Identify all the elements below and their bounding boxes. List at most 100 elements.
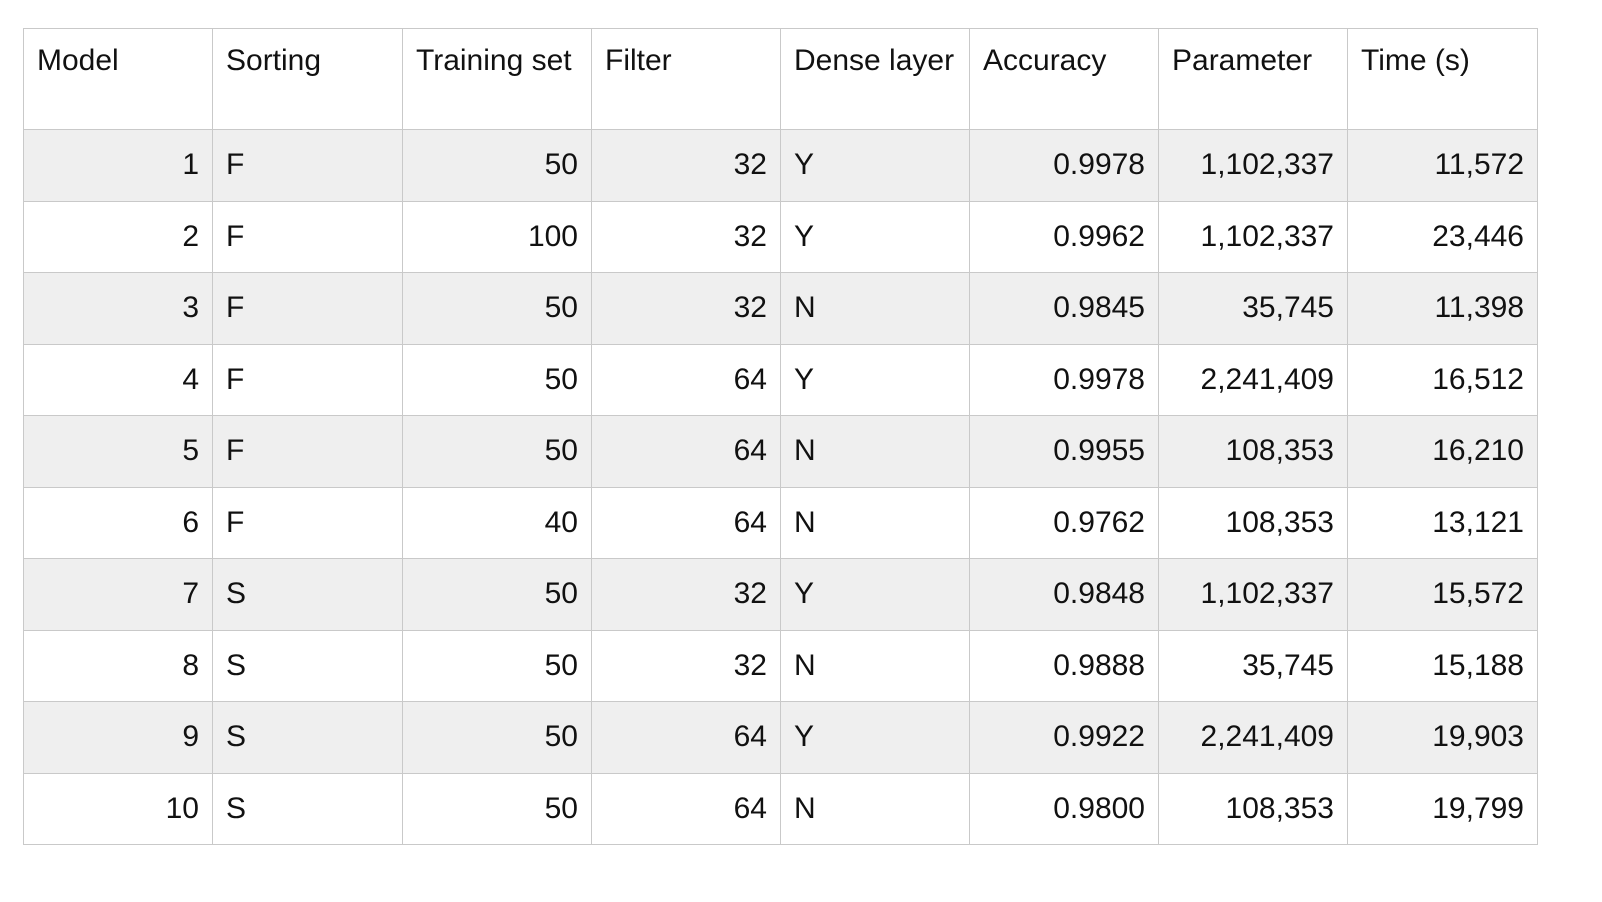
cell-parameter: 1,102,337: [1158, 558, 1348, 631]
header-parameter: Parameter: [1158, 28, 1348, 130]
header-row: Model Sorting Training set Filter Dense …: [23, 28, 1538, 130]
cell-dense-layer: N: [780, 415, 970, 488]
cell-time: 19,799: [1347, 772, 1538, 845]
cell-parameter: 1,102,337: [1158, 200, 1348, 273]
cell-sorting: S: [212, 558, 403, 631]
cell-filter: 32: [591, 629, 781, 702]
cell-filter: 64: [591, 772, 781, 845]
cell-accuracy: 0.9848: [969, 558, 1159, 631]
cell-model: 10: [23, 772, 213, 845]
cell-sorting: S: [212, 701, 403, 774]
cell-model: 6: [23, 486, 213, 559]
header-training-set: Training set: [402, 28, 592, 130]
cell-training-set: 50: [402, 343, 592, 416]
cell-time: 16,512: [1347, 343, 1538, 416]
cell-model: 1: [23, 129, 213, 202]
header-filter: Filter: [591, 28, 781, 130]
cell-parameter: 108,353: [1158, 415, 1348, 488]
cell-dense-layer: Y: [780, 129, 970, 202]
cell-time: 15,572: [1347, 558, 1538, 631]
cell-parameter: 108,353: [1158, 772, 1348, 845]
cell-parameter: 2,241,409: [1158, 701, 1348, 774]
cell-accuracy: 0.9978: [969, 343, 1159, 416]
cell-time: 16,210: [1347, 415, 1538, 488]
cell-training-set: 50: [402, 558, 592, 631]
cell-time: 11,398: [1347, 272, 1538, 345]
table-row: 6 F 40 64 N 0.9762 108,353 13,121: [23, 486, 1538, 559]
header-time: Time (s): [1347, 28, 1538, 130]
cell-accuracy: 0.9922: [969, 701, 1159, 774]
cell-sorting: S: [212, 772, 403, 845]
cell-dense-layer: Y: [780, 558, 970, 631]
cell-filter: 32: [591, 200, 781, 273]
cell-time: 13,121: [1347, 486, 1538, 559]
cell-dense-layer: Y: [780, 343, 970, 416]
cell-filter: 32: [591, 129, 781, 202]
cell-accuracy: 0.9978: [969, 129, 1159, 202]
cell-sorting: F: [212, 343, 403, 416]
cell-model: 5: [23, 415, 213, 488]
cell-filter: 32: [591, 558, 781, 631]
cell-filter: 64: [591, 343, 781, 416]
cell-time: 11,572: [1347, 129, 1538, 202]
cell-parameter: 2,241,409: [1158, 343, 1348, 416]
table-container: Model Sorting Training set Filter Dense …: [23, 28, 1538, 845]
cell-accuracy: 0.9955: [969, 415, 1159, 488]
cell-sorting: S: [212, 629, 403, 702]
table-row: 5 F 50 64 N 0.9955 108,353 16,210: [23, 415, 1538, 488]
cell-training-set: 100: [402, 200, 592, 273]
table-row: 7 S 50 32 Y 0.9848 1,102,337 15,572: [23, 558, 1538, 631]
cell-time: 19,903: [1347, 701, 1538, 774]
cell-dense-layer: N: [780, 486, 970, 559]
table-row: 10 S 50 64 N 0.9800 108,353 19,799: [23, 772, 1538, 845]
cell-parameter: 35,745: [1158, 629, 1348, 702]
cell-sorting: F: [212, 415, 403, 488]
cell-dense-layer: Y: [780, 701, 970, 774]
cell-parameter: 35,745: [1158, 272, 1348, 345]
header-sorting: Sorting: [212, 28, 403, 130]
results-table: Model Sorting Training set Filter Dense …: [23, 28, 1538, 845]
cell-dense-layer: Y: [780, 200, 970, 273]
cell-filter: 64: [591, 701, 781, 774]
cell-model: 8: [23, 629, 213, 702]
header-accuracy: Accuracy: [969, 28, 1159, 130]
cell-training-set: 50: [402, 129, 592, 202]
cell-training-set: 50: [402, 772, 592, 845]
header-model: Model: [23, 28, 213, 130]
cell-time: 15,188: [1347, 629, 1538, 702]
cell-filter: 32: [591, 272, 781, 345]
cell-model: 9: [23, 701, 213, 774]
table-row: 9 S 50 64 Y 0.9922 2,241,409 19,903: [23, 701, 1538, 774]
table-row: 8 S 50 32 N 0.9888 35,745 15,188: [23, 629, 1538, 702]
cell-accuracy: 0.9845: [969, 272, 1159, 345]
table-row: 2 F 100 32 Y 0.9962 1,102,337 23,446: [23, 200, 1538, 273]
cell-filter: 64: [591, 415, 781, 488]
cell-model: 7: [23, 558, 213, 631]
cell-dense-layer: N: [780, 629, 970, 702]
cell-training-set: 50: [402, 629, 592, 702]
cell-parameter: 1,102,337: [1158, 129, 1348, 202]
cell-sorting: F: [212, 129, 403, 202]
cell-dense-layer: N: [780, 272, 970, 345]
table-row: 1 F 50 32 Y 0.9978 1,102,337 11,572: [23, 129, 1538, 202]
cell-accuracy: 0.9762: [969, 486, 1159, 559]
table-row: 4 F 50 64 Y 0.9978 2,241,409 16,512: [23, 343, 1538, 416]
header-dense-layer: Dense layer: [780, 28, 970, 130]
cell-accuracy: 0.9800: [969, 772, 1159, 845]
cell-training-set: 40: [402, 486, 592, 559]
cell-dense-layer: N: [780, 772, 970, 845]
cell-training-set: 50: [402, 415, 592, 488]
cell-model: 3: [23, 272, 213, 345]
cell-sorting: F: [212, 486, 403, 559]
cell-parameter: 108,353: [1158, 486, 1348, 559]
cell-time: 23,446: [1347, 200, 1538, 273]
cell-sorting: F: [212, 200, 403, 273]
cell-training-set: 50: [402, 272, 592, 345]
cell-filter: 64: [591, 486, 781, 559]
cell-accuracy: 0.9888: [969, 629, 1159, 702]
cell-sorting: F: [212, 272, 403, 345]
cell-model: 4: [23, 343, 213, 416]
table-body: 1 F 50 32 Y 0.9978 1,102,337 11,572 2 F 100 32 Y 0.99…: [23, 129, 1538, 845]
cell-accuracy: 0.9962: [969, 200, 1159, 273]
cell-model: 2: [23, 200, 213, 273]
